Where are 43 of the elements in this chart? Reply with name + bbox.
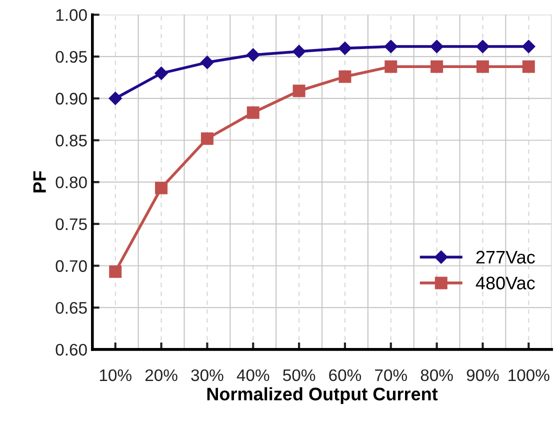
point [292, 84, 306, 98]
x-tick-label: 70% [375, 369, 407, 382]
point [155, 182, 168, 194]
legend-label: 277Vac [476, 250, 535, 264]
point [246, 106, 260, 119]
x-tick-label: 40% [236, 369, 270, 382]
point [109, 265, 122, 278]
x-tick-label: 20% [145, 369, 178, 382]
point [476, 40, 490, 54]
y-tick-label: 1.00 [56, 9, 87, 21]
point [246, 48, 260, 62]
point [200, 56, 214, 70]
x-tick-label: 100% [508, 369, 550, 382]
y-tick-label: 0.70 [56, 260, 87, 272]
point [338, 42, 352, 55]
x-tick-label: 80% [420, 369, 453, 382]
point [338, 70, 352, 83]
x-axis-title: Normalized Output Current [207, 387, 438, 404]
point [430, 40, 444, 54]
point [384, 60, 398, 73]
y-tick-label: 0.90 [56, 92, 87, 105]
y-axis-title: PF [33, 171, 46, 192]
x-tick-label: 30% [191, 369, 224, 382]
x-tick-label: 10% [100, 369, 132, 382]
x-tick-label: 90% [466, 369, 499, 382]
y-tick-label: 0.75 [56, 218, 87, 230]
point [430, 60, 444, 73]
y-tick-label: 0.95 [56, 50, 87, 63]
point [108, 92, 122, 105]
y-tick-label: 0.80 [56, 176, 87, 188]
point [522, 60, 535, 73]
y-tick-label: 0.85 [56, 134, 87, 146]
x-tick-label: 50% [283, 369, 316, 382]
x-tick-label: 60% [329, 369, 362, 382]
y-tick-label: 0.60 [56, 344, 87, 356]
point [292, 44, 306, 58]
point [384, 40, 398, 54]
point [154, 66, 168, 80]
point [522, 40, 536, 54]
point [476, 60, 489, 73]
legend-label: 480Vac [476, 276, 535, 290]
point [200, 132, 214, 145]
y-tick-label: 0.65 [56, 302, 87, 314]
